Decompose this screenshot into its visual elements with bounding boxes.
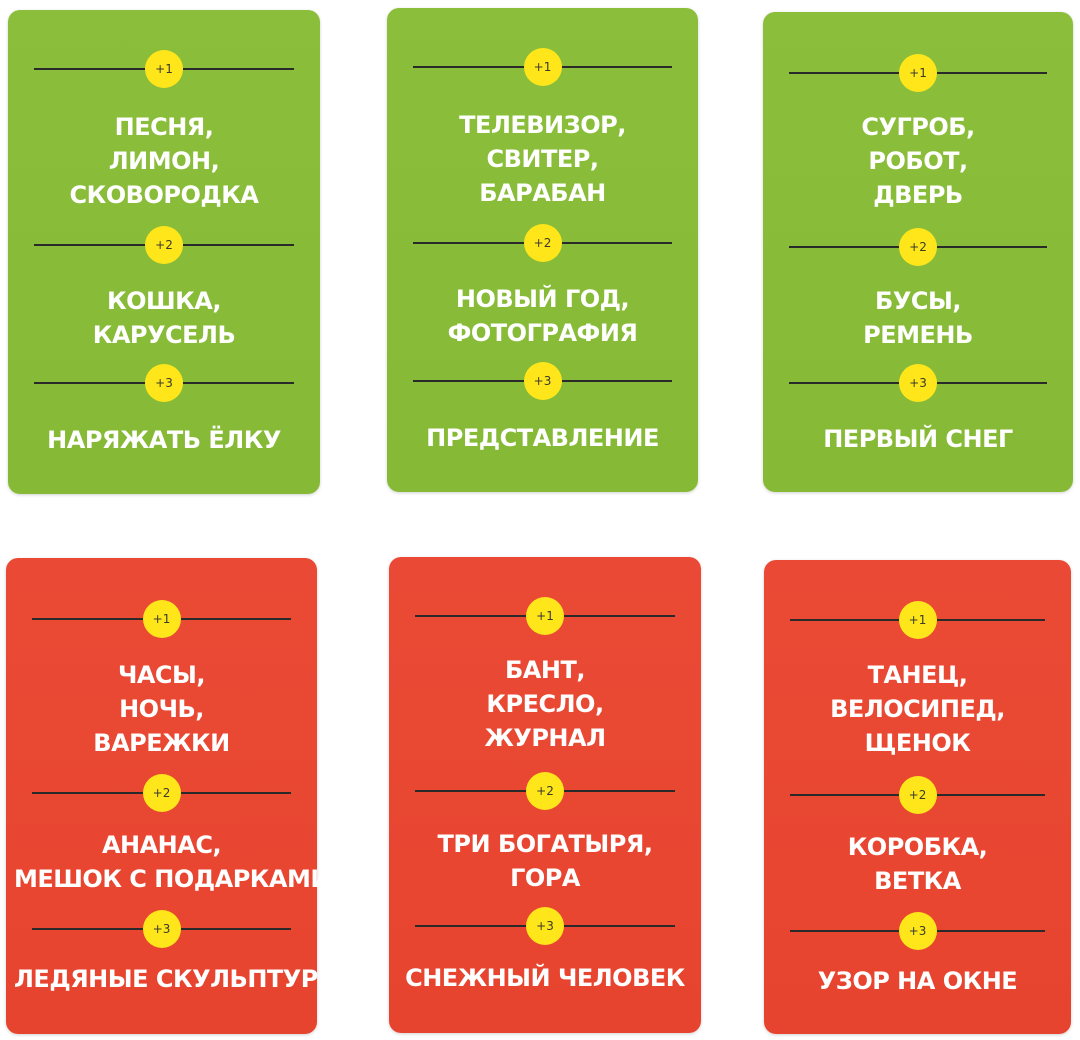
points-badge: +3 [523, 362, 562, 400]
tier3-words: НАРЯЖАТЬ ЁЛКУ [16, 423, 312, 457]
word: ВЕЛОСИПЕД, [830, 695, 1005, 723]
divider: +1 [413, 48, 672, 86]
tier2-words: ТРИ БОГАТЫРЯ, ГОРА [397, 827, 693, 895]
divider: +3 [789, 364, 1047, 402]
word: ЛЕДЯНЫЕ СКУЛЬПТУРЫ [14, 965, 343, 993]
tier1-words: СУГРОБ, РОБОТ, ДВЕРЬ [771, 110, 1065, 212]
divider: +1 [34, 50, 294, 88]
points-badge: +2 [526, 772, 564, 810]
game-card-6[interactable]: +1 ТАНЕЦ, ВЕЛОСИПЕД, ЩЕНОК +2 КОРОБКА, В… [764, 560, 1071, 1034]
points-badge: +1 [899, 54, 937, 92]
tier2-words: КОРОБКА, ВЕТКА [772, 830, 1063, 898]
word: ДВЕРЬ [873, 181, 963, 209]
word: РЕМЕНЬ [863, 321, 973, 349]
word: ВЕТКА [874, 867, 961, 895]
tier2-words: КОШКА, КАРУСЕЛЬ [16, 284, 312, 352]
tier2-words: АНАНАС, МЕШОК С ПОДАРКАМИ [14, 828, 330, 896]
word: ПЕРВЫЙ СНЕГ [823, 425, 1013, 453]
word: ЖУРНАЛ [484, 724, 606, 752]
divider: +2 [34, 226, 294, 264]
tier3-words: ПРЕДСТАВЛЕНИЕ [395, 421, 690, 455]
tier1-words: ТЕЛЕВИЗОР, СВИТЕР, БАРАБАН [395, 108, 690, 210]
divider: +2 [415, 772, 675, 810]
tier3-words: СНЕЖНЫЙ ЧЕЛОВЕК [397, 961, 693, 995]
points-badge: +2 [145, 226, 183, 264]
divider: +3 [32, 910, 291, 948]
points-badge: +1 [898, 601, 937, 639]
divider: +3 [413, 362, 672, 400]
word: НОЧЬ, [119, 695, 204, 723]
word: ТАНЕЦ, [867, 661, 968, 689]
word: КОРОБКА, [847, 833, 988, 861]
game-card-4[interactable]: +1 ЧАСЫ, НОЧЬ, ВАРЕЖКИ +2 АНАНАС, МЕШОК … [6, 558, 343, 1034]
word: ПЕСНЯ, [114, 113, 214, 141]
points-badge: +2 [899, 228, 937, 266]
tier3-words: УЗОР НА ОКНЕ [772, 964, 1063, 998]
points-badge: +3 [899, 364, 937, 402]
tier1-words: ЧАСЫ, НОЧЬ, ВАРЕЖКИ [14, 658, 309, 760]
word: ТРИ БОГАТЫРЯ, [437, 830, 653, 858]
word: НАРЯЖАТЬ ЁЛКУ [47, 426, 281, 454]
word: ЧАСЫ, [117, 661, 206, 689]
tier1-words: БАНТ, КРЕСЛО, ЖУРНАЛ [397, 653, 693, 755]
word: ПРЕДСТАВЛЕНИЕ [426, 424, 659, 452]
divider: +3 [415, 907, 675, 945]
word: КАРУСЕЛЬ [92, 321, 236, 349]
word: ЩЕНОК [864, 729, 971, 757]
word: СКОВОРОДКА [69, 181, 259, 209]
word: БУСЫ, [875, 287, 961, 315]
game-card-5[interactable]: +1 БАНТ, КРЕСЛО, ЖУРНАЛ +2 ТРИ БОГАТЫРЯ,… [389, 557, 701, 1033]
word: КОШКА, [107, 287, 221, 315]
word: ГОРА [510, 864, 580, 892]
divider: +2 [790, 776, 1045, 814]
word: ВАРЕЖКИ [93, 729, 230, 757]
points-badge: +2 [898, 776, 937, 814]
points-badge: +1 [523, 48, 562, 86]
word: СУГРОБ, [861, 113, 975, 141]
word: БАНТ, [505, 656, 585, 684]
word: АНАНАС, [101, 831, 222, 859]
word: РОБОТ, [868, 147, 968, 175]
divider: +1 [32, 600, 291, 638]
points-badge: +1 [142, 600, 181, 638]
divider: +2 [413, 224, 672, 262]
game-card-1[interactable]: +1 ПЕСНЯ, ЛИМОН, СКОВОРОДКА +2 КОШКА, КА… [8, 10, 320, 494]
tier1-words: ПЕСНЯ, ЛИМОН, СКОВОРОДКА [16, 110, 312, 212]
points-badge: +3 [142, 910, 181, 948]
points-badge: +2 [142, 774, 181, 812]
tier1-words: ТАНЕЦ, ВЕЛОСИПЕД, ЩЕНОК [772, 658, 1063, 760]
word: СВИТЕР, [486, 145, 599, 173]
word: СНЕЖНЫЙ ЧЕЛОВЕК [405, 964, 685, 992]
word: УЗОР НА ОКНЕ [817, 967, 1018, 995]
divider: +2 [32, 774, 291, 812]
points-badge: +3 [526, 907, 564, 945]
divider: +1 [789, 54, 1047, 92]
tier2-words: НОВЫЙ ГОД, ФОТОГРАФИЯ [395, 282, 690, 350]
word: БАРАБАН [479, 179, 606, 207]
divider: +3 [790, 912, 1045, 950]
word: НОВЫЙ ГОД, [455, 285, 630, 313]
game-card-3[interactable]: +1 СУГРОБ, РОБОТ, ДВЕРЬ +2 БУСЫ, РЕМЕНЬ … [763, 12, 1073, 492]
divider: +3 [34, 364, 294, 402]
game-card-2[interactable]: +1 ТЕЛЕВИЗОР, СВИТЕР, БАРАБАН +2 НОВЫЙ Г… [387, 8, 698, 492]
points-badge: +1 [526, 597, 564, 635]
points-badge: +2 [523, 224, 562, 262]
word: ЛИМОН, [108, 147, 220, 175]
divider: +2 [789, 228, 1047, 266]
points-badge: +3 [898, 912, 937, 950]
word: ТЕЛЕВИЗОР, [459, 111, 626, 139]
tier3-words: ЛЕДЯНЫЕ СКУЛЬПТУРЫ [14, 962, 343, 996]
tier2-words: БУСЫ, РЕМЕНЬ [771, 284, 1065, 352]
word: КРЕСЛО, [486, 690, 604, 718]
divider: +1 [790, 601, 1045, 639]
points-badge: +1 [145, 50, 183, 88]
tier3-words: ПЕРВЫЙ СНЕГ [771, 422, 1065, 456]
word: ФОТОГРАФИЯ [447, 319, 638, 347]
divider: +1 [415, 597, 675, 635]
points-badge: +3 [145, 364, 183, 402]
word: МЕШОК С ПОДАРКАМИ [14, 865, 330, 893]
